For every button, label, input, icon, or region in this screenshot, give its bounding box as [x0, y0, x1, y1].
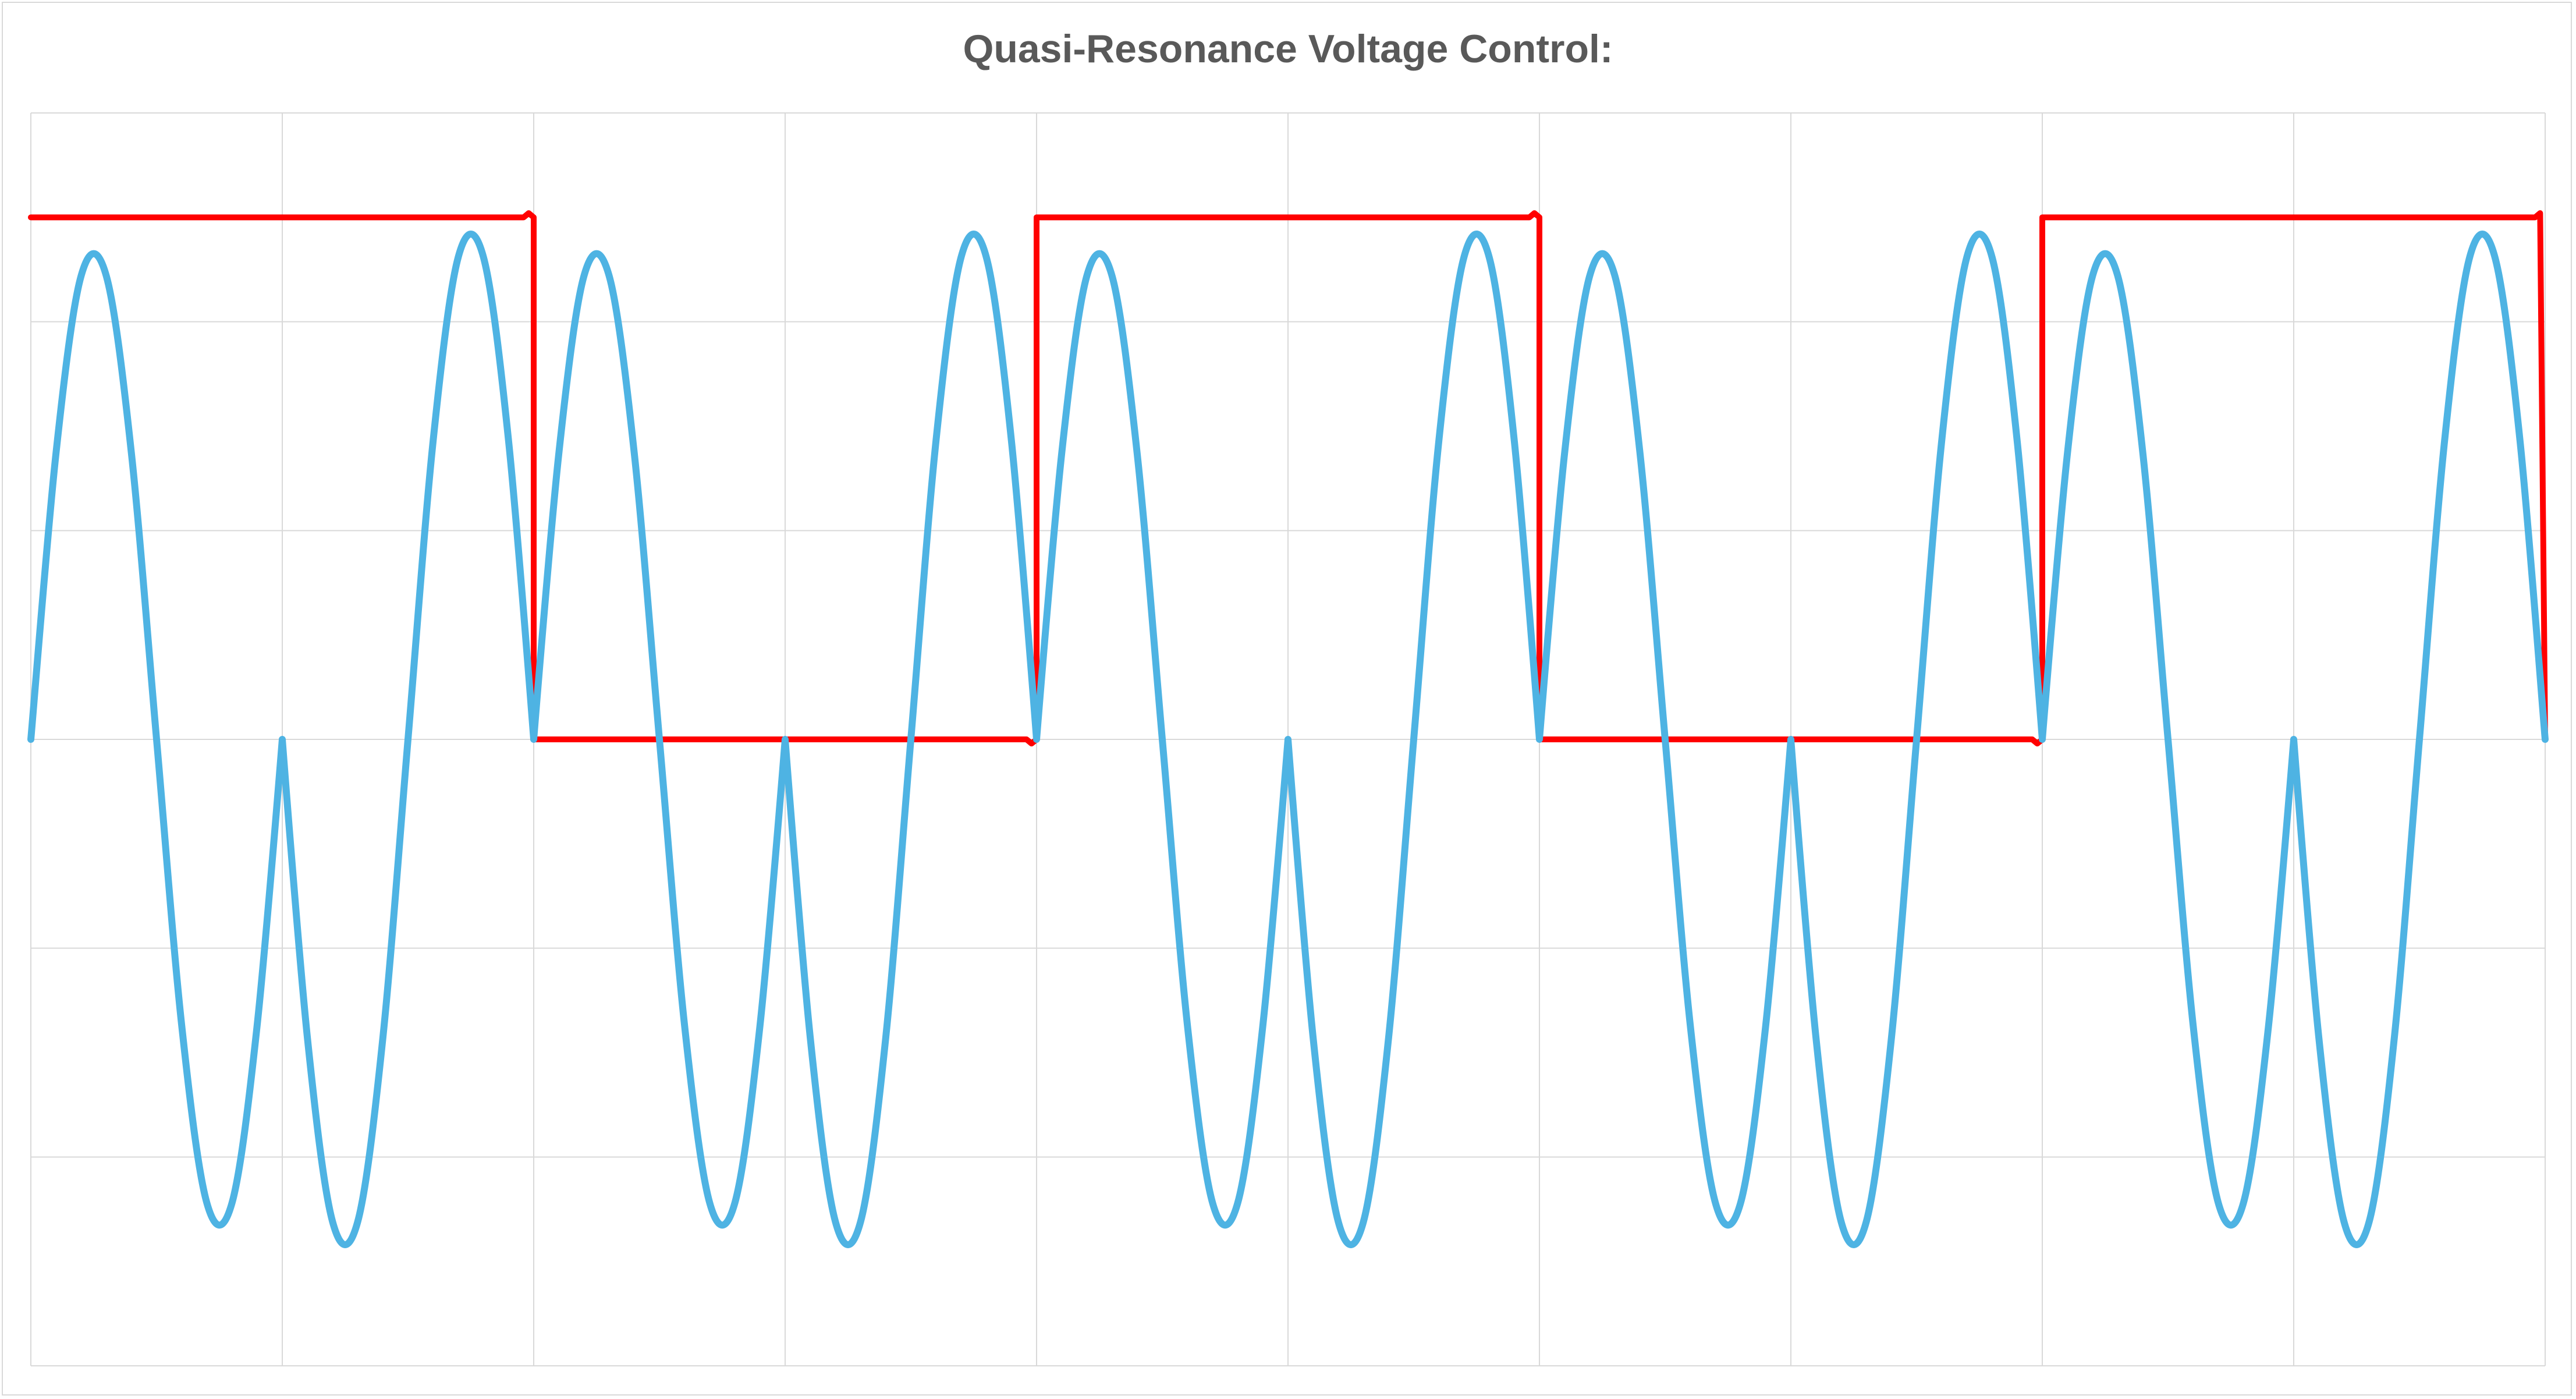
series-group [27, 210, 2549, 1248]
switching-signal-series-line [28, 210, 2548, 747]
resonant-voltage-series-line [27, 231, 2549, 1248]
chart-title: Quasi-Resonance Voltage Control: [963, 27, 1613, 71]
